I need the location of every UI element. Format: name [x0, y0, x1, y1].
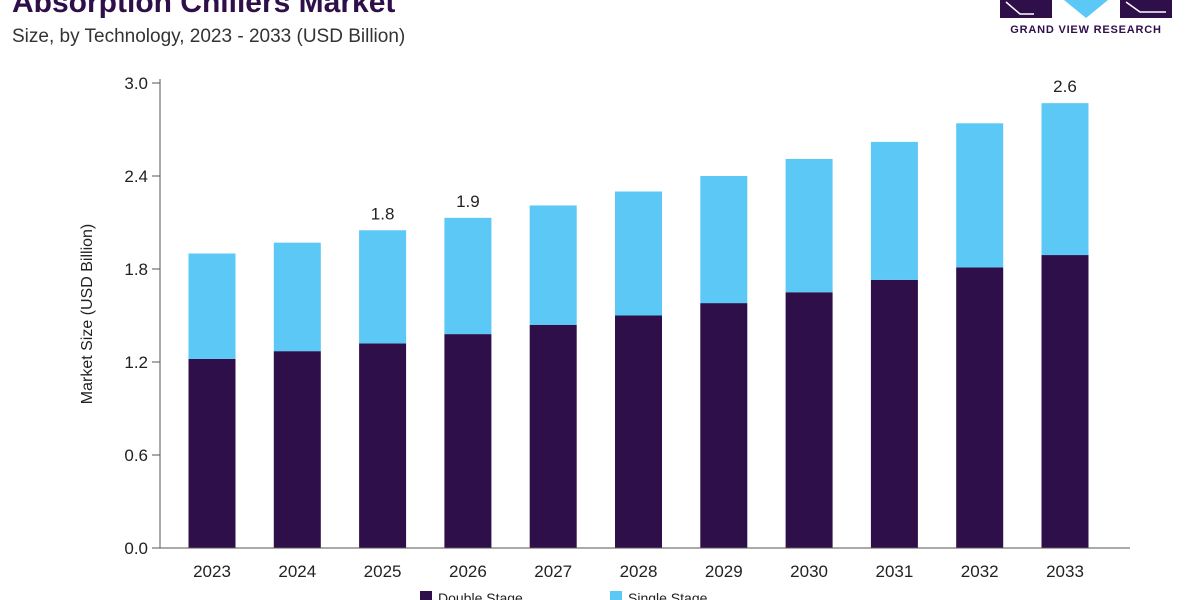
x-tick-label: 2028 — [620, 562, 658, 581]
data-label-2025: 1.8 — [371, 204, 395, 223]
data-labels: 1.8 1.9 2.6 — [371, 77, 1077, 223]
y-axis: 0.0 0.6 1.2 1.8 2.4 3.0 — [124, 74, 161, 558]
x-tick-label: 2025 — [364, 562, 402, 581]
bar-single-stage-2030 — [785, 158, 833, 293]
grand-view-research-logo: GRAND VIEW RESEARCH — [1000, 0, 1172, 42]
x-tick-label: 2031 — [875, 562, 913, 581]
y-tick-label: 2.4 — [124, 167, 148, 186]
y-tick-label: 0.6 — [124, 446, 148, 465]
bar-single-stage-2033 — [1041, 103, 1089, 256]
y-tick-label: 1.8 — [124, 260, 148, 279]
x-tick-label: 2030 — [790, 562, 828, 581]
x-tick-label: 2023 — [193, 562, 231, 581]
bar-double-stage-2033 — [1041, 255, 1089, 549]
y-tick-label: 0.0 — [124, 539, 148, 558]
bar-double-stage-2028 — [615, 315, 662, 548]
chart-subtitle: Size, by Technology, 2023 - 2033 (USD Bi… — [12, 26, 406, 47]
y-tick-label: 1.2 — [124, 353, 148, 372]
y-axis-title: Market Size (USD Billion) — [79, 224, 96, 404]
data-label-2033: 2.6 — [1053, 77, 1077, 96]
legend-swatch — [420, 591, 432, 600]
bar-group — [188, 103, 1089, 549]
bar-single-stage-2025 — [359, 230, 407, 344]
bar-single-stage-2028 — [615, 191, 662, 316]
chart-title: Absorption Chillers Market — [12, 0, 396, 19]
bar-double-stage-2027 — [529, 324, 577, 548]
legend: Double Stage Single Stage — [420, 590, 708, 600]
x-tick-label: 2029 — [705, 562, 743, 581]
bar-single-stage-2023 — [188, 253, 236, 359]
bar-single-stage-2027 — [529, 205, 577, 325]
x-tick-label: 2024 — [278, 562, 316, 581]
y-tick-label: 3.0 — [124, 74, 148, 93]
legend-label: Single Stage — [628, 590, 708, 600]
bar-double-stage-2023 — [188, 358, 236, 548]
bar-double-stage-2026 — [444, 334, 492, 548]
x-axis: 2023 2024 2025 2026 2027 2028 2029 2030 2031 2032… — [160, 547, 1130, 581]
bar-double-stage-2029 — [700, 303, 748, 548]
data-label-2026: 1.9 — [456, 192, 480, 211]
bar-single-stage-2029 — [700, 176, 748, 304]
logo-mark-icon — [1000, 0, 1172, 18]
x-tick-label: 2033 — [1046, 562, 1084, 581]
legend-label: Double Stage — [438, 590, 523, 600]
x-tick-label: 2027 — [534, 562, 572, 581]
x-tick-label: 2026 — [449, 562, 487, 581]
bar-single-stage-2032 — [956, 123, 1004, 268]
legend-swatch — [610, 591, 622, 600]
bar-double-stage-2031 — [870, 279, 918, 548]
bar-single-stage-2024 — [273, 242, 321, 352]
bar-single-stage-2031 — [870, 141, 918, 280]
bar-double-stage-2030 — [785, 292, 833, 548]
x-tick-label: 2032 — [961, 562, 999, 581]
bar-single-stage-2026 — [444, 217, 492, 335]
bar-double-stage-2025 — [359, 343, 407, 548]
bar-double-stage-2024 — [273, 351, 321, 548]
logo-text: GRAND VIEW RESEARCH — [1010, 24, 1162, 36]
bar-double-stage-2032 — [956, 267, 1004, 548]
